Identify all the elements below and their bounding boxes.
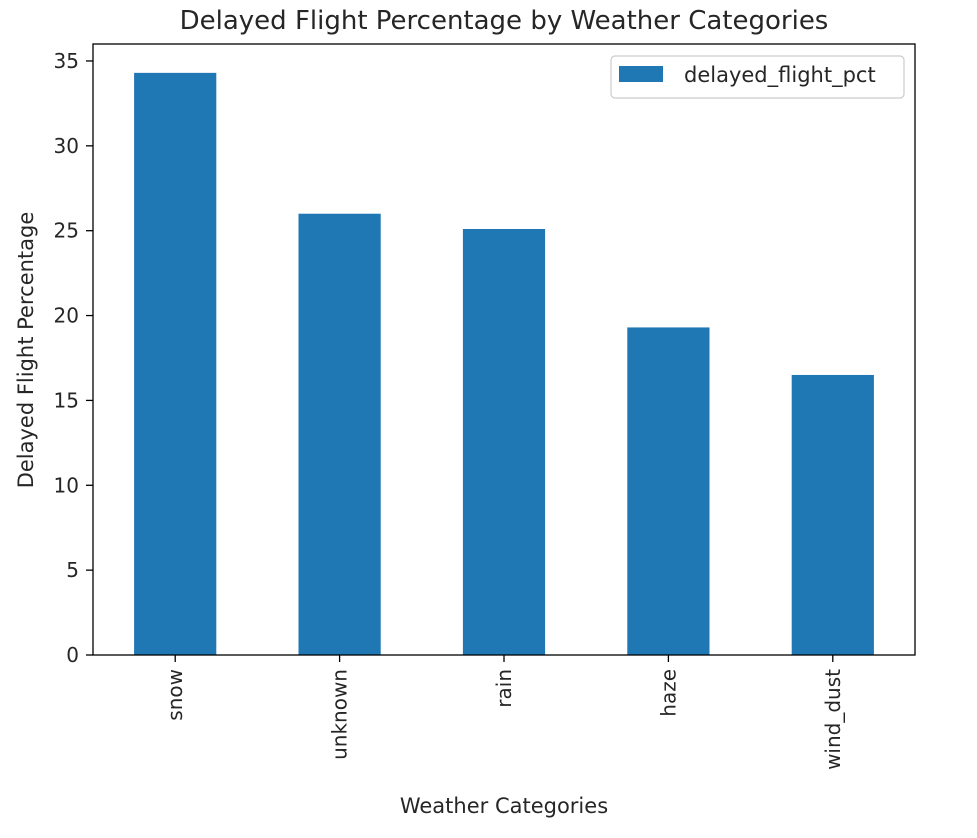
y-axis-label: Delayed Flight Percentage: [14, 212, 38, 489]
legend-label: delayed_flight_pct: [684, 63, 876, 88]
x-tick-label: wind_dust: [821, 669, 845, 770]
y-tick-label: 25: [54, 219, 79, 243]
plot-frame: [92, 43, 916, 656]
legend: delayed_flight_pct: [610, 55, 905, 99]
bar-snow: [134, 72, 217, 655]
legend-box: [610, 55, 905, 99]
y-tick-label: 15: [54, 388, 79, 412]
chart-title: Delayed Flight Percentage by Weather Cat…: [180, 6, 829, 36]
x-tick-label: unknown: [328, 669, 352, 760]
bar-rain: [462, 228, 546, 655]
bar-haze: [627, 327, 710, 655]
y-tick-label: 5: [66, 558, 79, 582]
bar-wind_dust: [791, 374, 874, 655]
x-tick-label: snow: [163, 669, 187, 721]
legend-swatch: [619, 66, 663, 82]
x-tick-label: rain: [492, 669, 516, 708]
y-tick-label: 35: [54, 49, 79, 73]
y-tick-label: 30: [54, 134, 79, 158]
y-tick-label: 0: [66, 643, 79, 667]
y-tick-label: 10: [54, 473, 79, 497]
axis-ticks: 0 5 10 15 20 25 30 35 snow unknown rain haze wind_du…: [54, 49, 845, 770]
x-tick-label: haze: [656, 669, 680, 717]
x-axis-label: Weather Categories: [400, 794, 608, 818]
bars: [134, 72, 874, 655]
bar-unknown: [298, 213, 381, 655]
y-tick-label: 20: [54, 304, 79, 328]
